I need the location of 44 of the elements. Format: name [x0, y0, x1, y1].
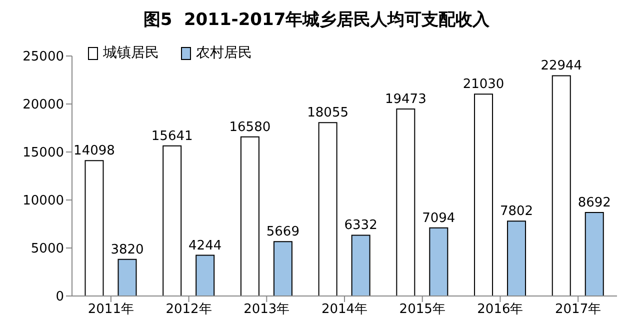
- bar: [84, 160, 104, 296]
- x-tick-label: 2017年: [555, 302, 602, 318]
- data-label: 21030: [462, 77, 504, 92]
- data-label: 19473: [384, 92, 426, 108]
- data-label: 7802: [500, 204, 534, 220]
- x-tick-label: 2015年: [399, 302, 446, 318]
- bar: [396, 108, 416, 296]
- data-label: 14098: [74, 144, 115, 159]
- data-label: 6332: [344, 218, 378, 234]
- chart-title: 图5 2011-2017年城乡居民人均可支配收入: [142, 9, 491, 32]
- bar: [584, 212, 604, 296]
- y-tick-label: 20000: [22, 98, 64, 113]
- bar: [429, 227, 448, 296]
- bar: [162, 145, 182, 296]
- bar: [273, 241, 292, 296]
- bar: [507, 220, 526, 296]
- x-tick-label: 2016年: [477, 302, 524, 318]
- y-tick-label: 5000: [30, 242, 64, 257]
- x-tick-label: 2014年: [321, 302, 368, 318]
- data-label: 4244: [188, 238, 222, 254]
- x-tick-label: 2013年: [244, 302, 290, 318]
- bar: [196, 254, 215, 296]
- data-label: 16580: [229, 120, 271, 135]
- legend-label: 城镇居民: [103, 44, 159, 62]
- bar: [552, 75, 571, 296]
- data-label: 15641: [151, 128, 193, 144]
- y-tick-label: 10000: [22, 194, 64, 209]
- x-tick-label: 2011年: [88, 302, 134, 318]
- data-label: 7094: [422, 210, 456, 226]
- y-tick-label: 0: [56, 290, 64, 305]
- y-tick-label: 25000: [22, 50, 64, 65]
- data-label: 5669: [266, 224, 300, 240]
- data-label: 3820: [110, 242, 144, 258]
- bar: [318, 122, 338, 296]
- bar: [474, 94, 494, 296]
- bar: [351, 234, 370, 296]
- data-label: 22944: [540, 58, 582, 74]
- data-label: 8692: [578, 196, 611, 211]
- data-label: 18055: [307, 106, 348, 121]
- x-tick-label: 2012年: [166, 302, 212, 318]
- legend-label: 农村居民: [196, 44, 252, 62]
- bar: [240, 136, 260, 296]
- y-tick-label: 15000: [22, 146, 64, 161]
- bar: [118, 258, 137, 296]
